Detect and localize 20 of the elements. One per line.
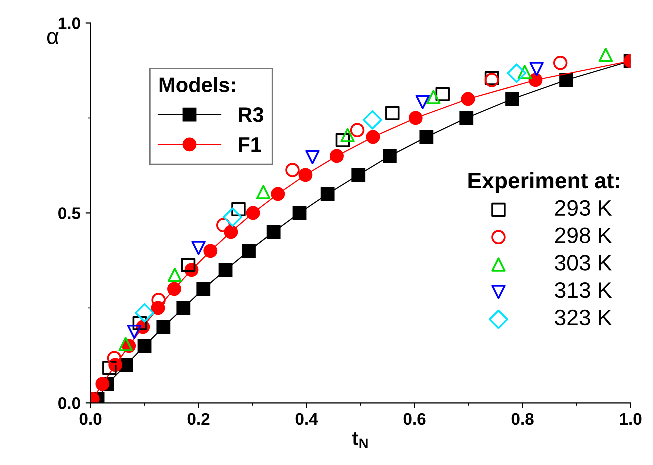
y-tick-label: 1.0 xyxy=(58,18,80,30)
legend-label: 313 K xyxy=(555,282,612,298)
legend-label: 323 K xyxy=(555,310,612,326)
y-tick-label: 0.5 xyxy=(58,208,81,220)
text: Models: xyxy=(160,77,236,92)
legend-label: 293 K xyxy=(555,200,612,216)
x-tick-label: 0.2 xyxy=(188,413,210,426)
x-tick-label: 0.6 xyxy=(404,413,426,426)
legend-label: 303 K xyxy=(555,255,612,271)
y-tick-label: 0.0 xyxy=(58,398,80,410)
legend-label: 298 K xyxy=(555,228,612,244)
legend-label: F1 xyxy=(239,138,262,152)
text: Experiment at: xyxy=(468,172,620,194)
x-tick-label: 0.4 xyxy=(296,413,318,426)
x-tick-label: 0.0 xyxy=(80,413,102,426)
x-tick-label: 1.0 xyxy=(620,413,642,426)
x-tick-label: 0.8 xyxy=(512,413,534,426)
y-axis-title: α xyxy=(47,32,59,44)
legend-label: R3 xyxy=(239,108,264,122)
x-axis-title: t$_{N}$ xyxy=(352,432,368,448)
